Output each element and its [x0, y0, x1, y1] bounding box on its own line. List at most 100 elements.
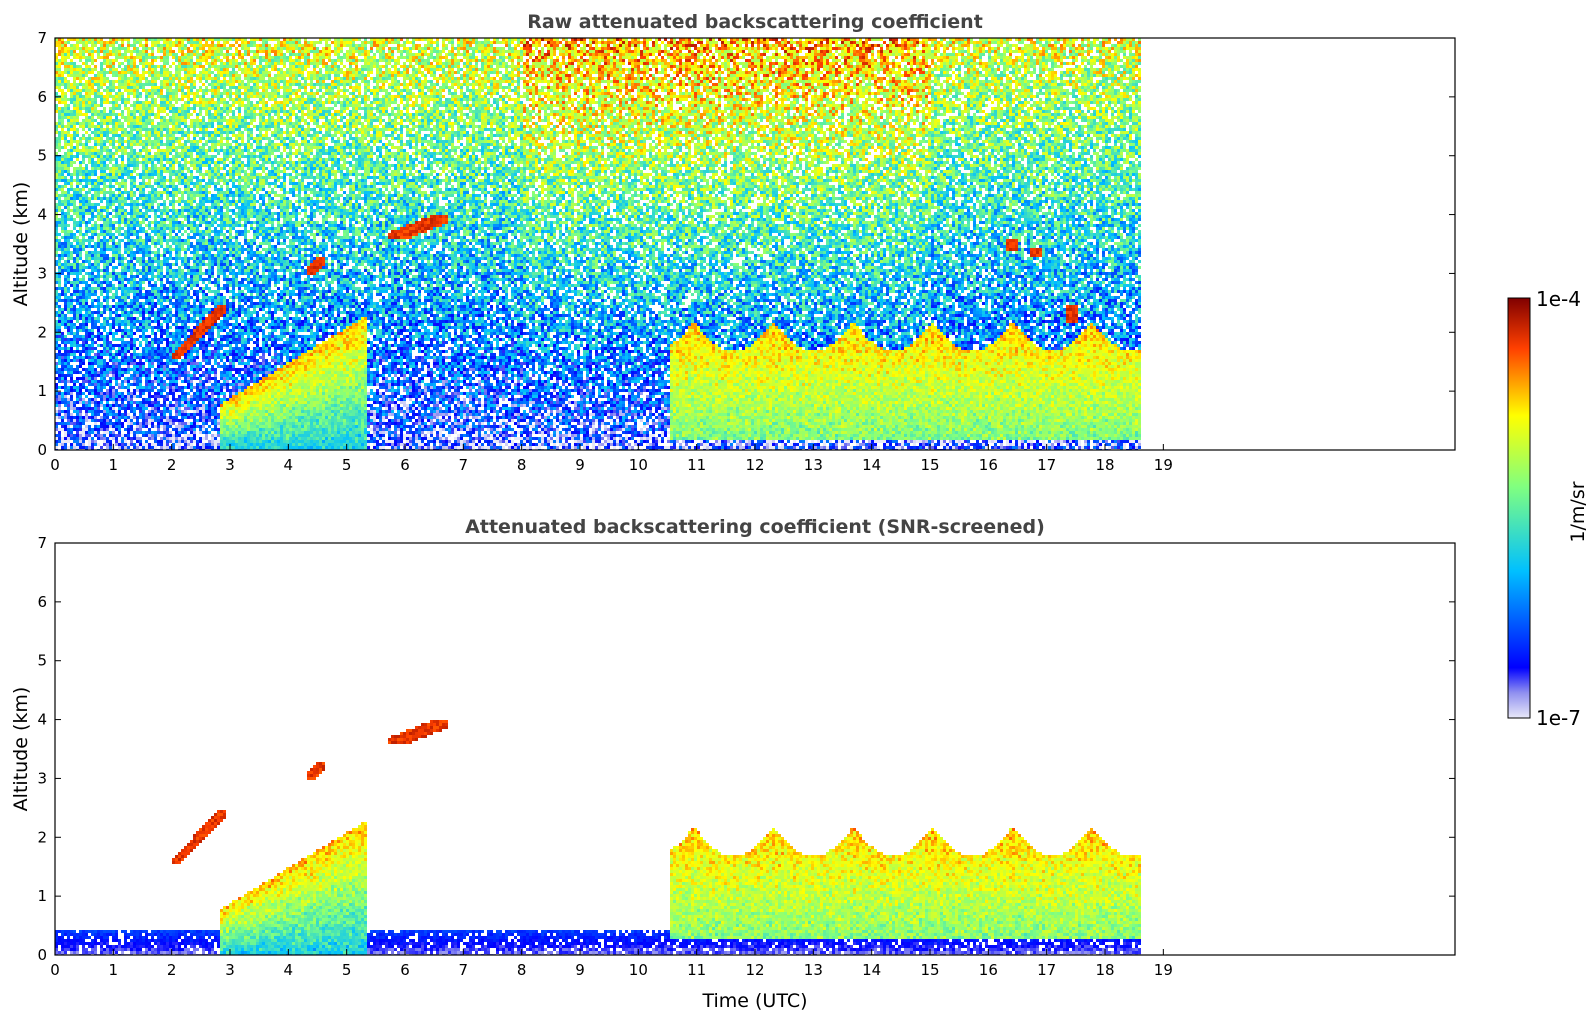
heatmap-cell — [403, 41, 406, 44]
heatmap-cell — [364, 47, 367, 50]
heatmap-cell — [922, 41, 925, 44]
heatmap-cell — [511, 47, 514, 50]
heatmap-cell — [280, 44, 283, 47]
heatmap-cell — [172, 41, 175, 44]
heatmap-cell — [229, 47, 232, 50]
heatmap-cell — [136, 47, 139, 50]
heatmap-cell — [343, 44, 346, 47]
heatmap-cell — [430, 47, 433, 50]
heatmap-cell — [835, 41, 838, 44]
heatmap-cell — [949, 44, 952, 47]
heatmap-cell — [661, 41, 664, 44]
heatmap-cell — [358, 44, 361, 47]
heatmap-cell — [142, 47, 145, 50]
heatmap-cell — [559, 47, 562, 50]
heatmap-cell — [100, 47, 103, 50]
heatmap-cell — [181, 41, 184, 44]
heatmap-cell — [241, 44, 244, 47]
heatmap-cell — [850, 41, 853, 44]
heatmap-cell — [277, 44, 280, 47]
figure: Raw attenuated backscattering coefficien… — [0, 0, 1595, 1020]
heatmap-cell — [376, 44, 379, 47]
heatmap-cell — [274, 47, 277, 50]
heatmap-cell — [118, 47, 121, 50]
heatmap-cell — [241, 41, 244, 44]
heatmap-cell — [490, 47, 493, 50]
heatmap-cell — [535, 47, 538, 50]
heatmap-cell — [694, 44, 697, 47]
heatmap-cell — [181, 47, 184, 50]
heatmap-cell — [1078, 44, 1081, 47]
heatmap-cell — [1060, 44, 1063, 47]
heatmap-cell — [151, 41, 154, 44]
heatmap-cell — [178, 47, 181, 50]
heatmap-cell — [1132, 41, 1135, 44]
heatmap-cell — [127, 44, 130, 47]
heatmap-cell — [916, 44, 919, 47]
heatmap-cell — [787, 41, 790, 44]
heatmap-cell — [103, 47, 106, 50]
heatmap-cell — [475, 47, 478, 50]
heatmap-cell — [124, 47, 127, 50]
heatmap-cell — [136, 41, 139, 44]
heatmap-cell — [484, 47, 487, 50]
heatmap-cell — [562, 44, 565, 47]
heatmap-cell — [268, 47, 271, 50]
heatmap-cell — [382, 41, 385, 44]
heatmap-cell — [271, 47, 274, 50]
heatmap-cell — [796, 44, 799, 47]
heatmap-cell — [76, 41, 79, 44]
heatmap-cell — [919, 41, 922, 44]
heatmap-cell — [646, 44, 649, 47]
heatmap-cell — [553, 47, 556, 50]
heatmap-cell — [91, 44, 94, 47]
heatmap-cell — [757, 44, 760, 47]
heatmap-cell — [211, 41, 214, 44]
heatmap-cell — [892, 41, 895, 44]
heatmap-cell — [412, 41, 415, 44]
heatmap-cell — [1024, 44, 1027, 47]
heatmap-cell — [397, 41, 400, 44]
heatmap-cell — [715, 41, 718, 44]
heatmap-cell — [862, 41, 865, 44]
heatmap-cell — [1072, 44, 1075, 47]
heatmap-cell — [70, 44, 73, 47]
heatmap-cell — [457, 47, 460, 50]
heatmap-cell — [538, 41, 541, 44]
heatmap-cell — [316, 47, 319, 50]
heatmap-cell — [82, 41, 85, 44]
heatmap-cell — [79, 47, 82, 50]
heatmap-cell — [1063, 41, 1066, 44]
heatmap-cell — [220, 44, 223, 47]
heatmap-cell — [763, 44, 766, 47]
heatmap-cell — [58, 44, 61, 47]
heatmap-cell — [328, 44, 331, 47]
heatmap-cell — [457, 44, 460, 47]
heatmap-cell — [532, 44, 535, 47]
heatmap-cell — [736, 41, 739, 44]
heatmap-cell — [133, 44, 136, 47]
heatmap-cell — [229, 44, 232, 47]
heatmap-cell — [415, 47, 418, 50]
heatmap-cell — [1135, 41, 1138, 44]
heatmap-cell — [445, 44, 448, 47]
heatmap-cell — [565, 41, 568, 44]
heatmap-cell — [226, 41, 229, 44]
heatmap-cell — [277, 47, 280, 50]
heatmap-cell — [397, 47, 400, 50]
heatmap-cell — [331, 41, 334, 44]
heatmap-cell — [883, 41, 886, 44]
heatmap-cell — [157, 41, 160, 44]
heatmap-cell — [199, 41, 202, 44]
heatmap-cell — [187, 41, 190, 44]
heatmap-cell — [268, 44, 271, 47]
heatmap-cell — [427, 47, 430, 50]
heatmap-cell — [613, 44, 616, 47]
heatmap-cell — [160, 47, 163, 50]
heatmap-cell — [700, 44, 703, 47]
heatmap-cell — [691, 41, 694, 44]
heatmap-cell — [838, 44, 841, 47]
heatmap-cell — [199, 47, 202, 50]
heatmap-cell — [967, 41, 970, 44]
heatmap-cell — [553, 41, 556, 44]
